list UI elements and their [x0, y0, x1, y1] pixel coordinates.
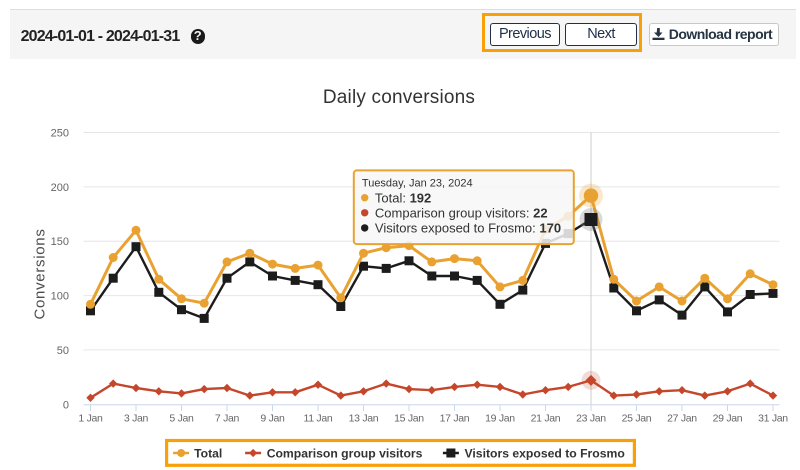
svg-text:Visitors exposed to Frosmo: 17: Visitors exposed to Frosmo: 170 — [375, 221, 561, 236]
svg-text:27 Jan: 27 Jan — [667, 413, 697, 425]
svg-text:13 Jan: 13 Jan — [349, 413, 379, 425]
svg-text:25 Jan: 25 Jan — [622, 413, 652, 425]
svg-text:Daily conversions: Daily conversions — [323, 87, 475, 108]
svg-text:Comparison group visitors: 22: Comparison group visitors: 22 — [375, 205, 548, 220]
svg-text:21 Jan: 21 Jan — [531, 413, 561, 425]
svg-text:0: 0 — [63, 399, 69, 411]
svg-text:5 Jan: 5 Jan — [169, 413, 194, 425]
svg-text:3 Jan: 3 Jan — [124, 413, 149, 425]
svg-text:Comparison group visitors: Comparison group visitors — [267, 446, 423, 460]
svg-text:50: 50 — [57, 345, 69, 357]
svg-text:29 Jan: 29 Jan — [713, 413, 743, 425]
svg-text:23 Jan: 23 Jan — [576, 413, 606, 425]
svg-text:1 Jan: 1 Jan — [78, 413, 103, 425]
svg-text:Visitors exposed to Frosmo: Visitors exposed to Frosmo — [465, 446, 625, 460]
svg-text:19 Jan: 19 Jan — [485, 413, 515, 425]
svg-text:250: 250 — [51, 128, 69, 140]
svg-text:Total: 192: Total: 192 — [375, 190, 431, 205]
svg-text:9 Jan: 9 Jan — [260, 413, 285, 425]
svg-text:15 Jan: 15 Jan — [394, 413, 424, 425]
svg-text:Total: Total — [194, 446, 222, 460]
svg-text:150: 150 — [51, 236, 69, 248]
svg-text:17 Jan: 17 Jan — [440, 413, 470, 425]
svg-text:11 Jan: 11 Jan — [304, 413, 333, 425]
svg-text:Tuesday, Jan 23, 2024: Tuesday, Jan 23, 2024 — [362, 178, 473, 190]
svg-text:Conversions: Conversions — [32, 228, 49, 319]
svg-text:100: 100 — [51, 291, 69, 303]
svg-text:7 Jan: 7 Jan — [215, 413, 240, 425]
svg-text:31 Jan: 31 Jan — [758, 413, 788, 425]
svg-text:200: 200 — [51, 182, 69, 194]
